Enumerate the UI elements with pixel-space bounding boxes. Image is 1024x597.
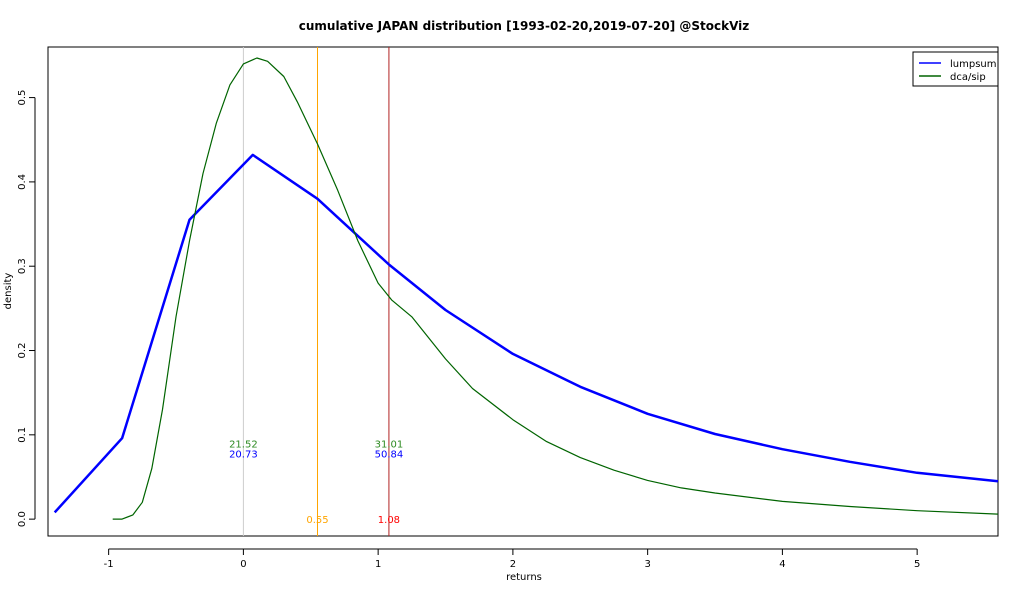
x-tick-label: 3	[644, 559, 650, 570]
annotation-label: 21.52	[229, 439, 258, 450]
annotation-label: 0.55	[306, 515, 328, 526]
x-axis-title: returns	[506, 572, 542, 583]
y-axis-title: density	[3, 273, 14, 310]
x-tick-label: 1	[375, 559, 381, 570]
annotation-label: 1.08	[378, 515, 400, 526]
plot-frame	[47, 46, 999, 537]
series-line-lumpsum	[53, 153, 999, 514]
legend-label: dca/sip	[950, 72, 986, 83]
y-tick-label: 0.0	[17, 511, 28, 527]
annotation-label: 31.01	[375, 439, 404, 450]
y-tick-label: 0.2	[17, 343, 28, 359]
legend: lumpsum dca/sip	[912, 51, 999, 87]
annotation-label: 20.73	[229, 449, 258, 460]
legend-box	[912, 51, 999, 87]
y-tick-label: 0.5	[17, 90, 28, 106]
chart-title: cumulative JAPAN distribution [1993-02-2…	[299, 19, 750, 33]
y-tick-label: 0.3	[17, 258, 28, 274]
x-tick-label: 0	[240, 559, 246, 570]
y-tick-label: 0.1	[17, 427, 28, 443]
x-axis: -1 0 1 2 3 4 5	[104, 548, 920, 570]
annotation-label: 50.84	[375, 449, 404, 460]
x-tick-label: 4	[779, 559, 785, 570]
series-line-dca-sip	[112, 57, 999, 520]
reference-lines	[242, 47, 390, 536]
x-tick-label: -1	[104, 559, 114, 570]
y-axis: 0.0 0.1 0.2 0.3 0.4 0.5	[17, 90, 36, 527]
legend-label: lumpsum	[950, 59, 997, 70]
x-tick-label: 2	[510, 559, 516, 570]
series-lines	[53, 57, 999, 520]
y-tick-label: 0.4	[17, 174, 28, 190]
x-tick-label: 5	[914, 559, 920, 570]
